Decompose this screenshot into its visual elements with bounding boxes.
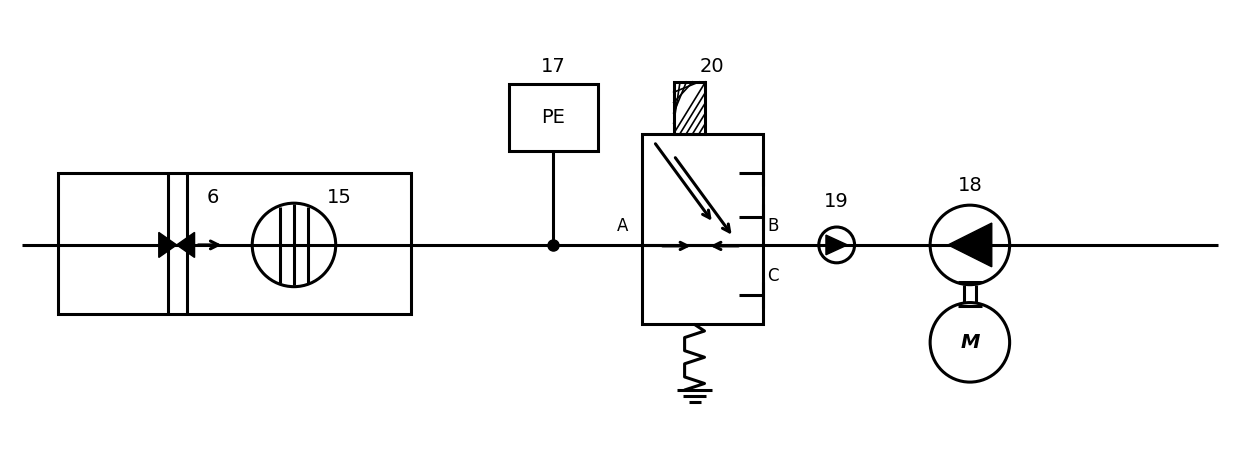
Text: 19: 19 — [825, 192, 849, 211]
Text: 20: 20 — [699, 57, 724, 76]
Text: A: A — [616, 217, 627, 235]
Text: 17: 17 — [541, 57, 565, 76]
Bar — [642, 134, 763, 325]
Bar — [508, 84, 598, 151]
Bar — [673, 82, 706, 134]
Text: 6: 6 — [206, 188, 218, 207]
Text: PE: PE — [542, 108, 565, 127]
Text: B: B — [768, 217, 779, 235]
Polygon shape — [949, 223, 992, 267]
Polygon shape — [826, 235, 847, 255]
Bar — [58, 173, 412, 314]
Polygon shape — [176, 232, 195, 257]
Text: 18: 18 — [957, 176, 982, 195]
Text: C: C — [768, 267, 779, 285]
Text: 15: 15 — [327, 188, 352, 207]
Text: M: M — [960, 333, 980, 352]
Polygon shape — [159, 232, 176, 257]
